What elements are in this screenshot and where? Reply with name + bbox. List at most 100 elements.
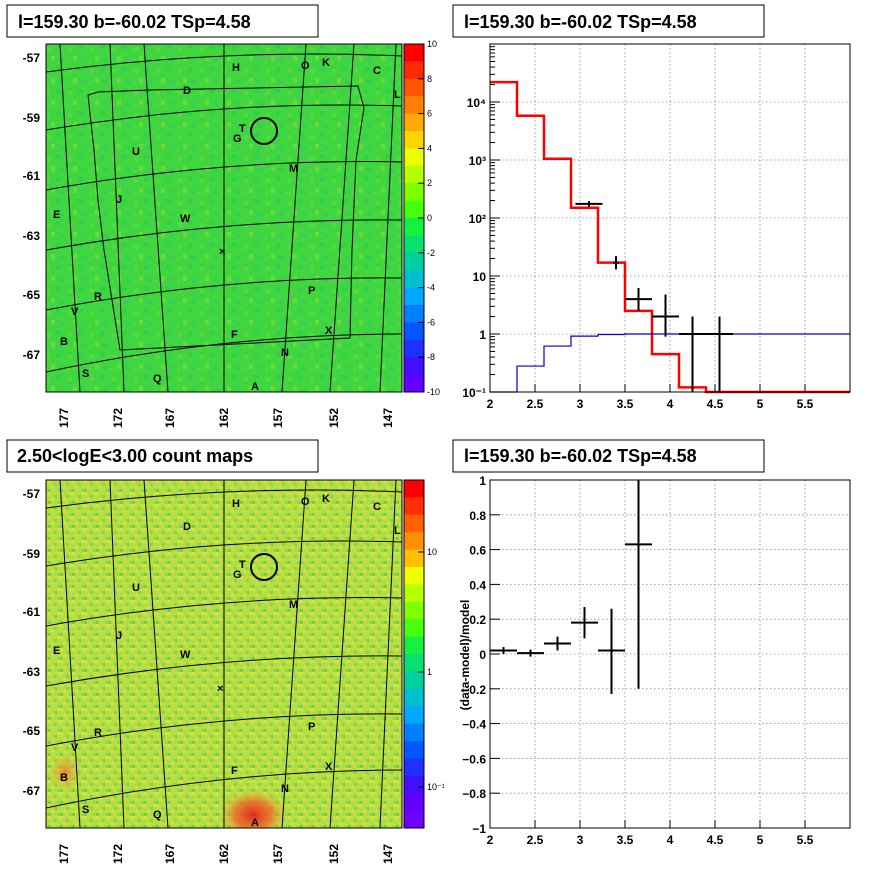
lon-tick-1: 172 (111, 408, 125, 428)
spectrum-data-point (613, 256, 619, 270)
lat-tick-1: -59 (23, 111, 41, 125)
lon-tick-3: 162 (217, 844, 231, 864)
title-tr: l=159.30 b=-60.02 TSp=4.58 (452, 4, 765, 38)
res-xtick-7: 5.5 (797, 833, 814, 847)
source-circle (250, 553, 278, 581)
lon-tick-5: 152 (327, 408, 341, 428)
source-label-s: S (82, 804, 89, 816)
res-ytick-2: −0.6 (462, 752, 486, 766)
title-tl: l=159.30 b=-60.02 TSp=4.58 (6, 4, 319, 38)
spec-ytick-4: 10³ (469, 154, 486, 168)
spec-ytick-5: 10⁴ (467, 96, 486, 110)
res-xtick-0: 2 (487, 833, 494, 847)
cb-top-tick-10: -10 (427, 387, 440, 397)
title-tr-text: l=159.30 b=-60.02 TSp=4.58 (464, 12, 697, 32)
res-ytick-4: −0.2 (462, 683, 486, 697)
source-label-f: F (231, 329, 238, 341)
source-label-b: B (60, 772, 68, 784)
source-label-v: V (71, 742, 79, 754)
colorbar-top: 10 8 6 4 2 0 -2 -4 -6 -8 -10 (403, 39, 440, 397)
colorbar-top-ticks: 10 8 6 4 2 0 -2 -4 -6 -8 -10 (418, 39, 440, 397)
cb-top-tick-3: 4 (427, 143, 432, 153)
title-br-text: l=159.30 b=-60.02 TSp=4.58 (464, 446, 697, 466)
source-label-p: P (308, 285, 315, 297)
lat-tick-5: -67 (23, 348, 41, 362)
lat-tick-0: -57 (23, 51, 41, 65)
source-label-t: T (239, 123, 246, 135)
source-label-a: A (251, 817, 259, 829)
lon-tick-6: 147 (381, 844, 395, 864)
source-labels: H O K C L D TG U M J E W P R V X F B N S Q A (53, 57, 401, 393)
source-label-b: B (60, 336, 68, 348)
spectrum-data-point (575, 201, 603, 207)
source-label-l: L (394, 89, 401, 101)
res-ytick-7: 0.4 (469, 578, 486, 592)
residual-data-point (571, 607, 598, 639)
source-label-c: C (373, 65, 381, 77)
source-label-v: V (71, 306, 79, 318)
residual-ticks: 2 2.5 3 3.5 4 4.5 5 5.5 −1 −0.8 −0.6 −0.4 −0.2 0 0.2 0.… (462, 474, 813, 847)
res-xtick-5: 4.5 (707, 833, 724, 847)
source-label-u: U (132, 146, 140, 158)
res-xtick-2: 3 (577, 833, 584, 847)
source-label-r: R (94, 727, 102, 739)
spectrum-data-point (652, 294, 679, 337)
source-label-e: E (53, 645, 60, 657)
spec-xtick-6: 5 (757, 397, 764, 411)
source-label-j: J (116, 630, 122, 642)
lon-tick-6: 147 (381, 408, 395, 428)
source-label-d: D (183, 85, 191, 97)
center-mark: × (219, 246, 225, 258)
cb-top-tick-1: 8 (427, 74, 432, 84)
residual-series (490, 480, 652, 695)
residual-data-point (544, 636, 571, 651)
warm-region (49, 752, 81, 792)
significance-map: × H O K C L D TG U M J E W P R V X F B N S Q A -57 -59 -61 -63 -6… (23, 43, 403, 428)
lat-tick-labels: -57 -59 -61 -63 -65 -67 (23, 51, 41, 362)
lon-tick-4: 157 (271, 844, 285, 864)
lat-tick-2: -61 (23, 169, 41, 183)
cb-top-tick-7: -4 (427, 283, 435, 293)
cb-top-tick-8: -6 (427, 317, 435, 327)
source-label-p: P (308, 721, 315, 733)
title-br: l=159.30 b=-60.02 TSp=4.58 (452, 439, 765, 473)
source-label-t: T (239, 559, 246, 571)
spec-xtick-2: 3 (577, 397, 584, 411)
lat-tick-labels: -57 -59 -61 -63 -65 -67 (23, 487, 41, 798)
res-ytick-5: 0 (479, 648, 486, 662)
cb-bottom-tick-2: 10⁻¹ (427, 782, 445, 792)
lon-tick-0: 177 (57, 844, 71, 864)
roi-boundary (87, 85, 365, 351)
source-label-f: F (231, 765, 238, 777)
source-label-o: O (301, 60, 310, 72)
source-label-l: L (394, 525, 401, 537)
spec-xtick-5: 4.5 (707, 397, 724, 411)
lon-tick-labels: 177 172 167 162 157 152 147 (57, 408, 395, 428)
source-label-n: N (281, 347, 289, 359)
residual-data-point (490, 647, 517, 654)
spectrum-ticks: 2 2.5 3 3.5 4 4.5 5 5.5 10⁻¹ 1 10 10² 10³ 10⁴ (462, 46, 814, 411)
residual-data-point (625, 480, 652, 689)
source-label-a: A (251, 381, 259, 393)
coordinate-grid (46, 44, 402, 392)
source-label-c: C (373, 501, 381, 513)
source-label-w: W (180, 649, 191, 661)
res-ytick-0: −1 (472, 822, 486, 836)
residual-ylabel: (data-model)/model (458, 600, 472, 711)
cb-top-tick-0: 10 (427, 39, 437, 49)
spec-ytick-0: 10⁻¹ (462, 386, 486, 400)
lon-tick-3: 162 (217, 408, 231, 428)
cb-bottom-tick-0: 10 (427, 547, 437, 557)
coordinate-grid (46, 480, 402, 828)
lon-tick-1: 172 (111, 844, 125, 864)
cb-top-tick-6: -2 (427, 248, 435, 258)
count-map: × H O K C L D TG U M J E W P R V X F B N S Q A -57 -59 -61 -63 -6… (23, 479, 403, 864)
lon-tick-4: 157 (271, 408, 285, 428)
source-label-h: H (232, 62, 240, 74)
spectrum-grid (489, 44, 850, 393)
lat-tick-0: -57 (23, 487, 41, 501)
spec-xtick-7: 5.5 (797, 397, 814, 411)
lat-tick-3: -63 (23, 229, 41, 243)
title-bl: 2.50<logE<3.00 count maps (6, 439, 319, 473)
